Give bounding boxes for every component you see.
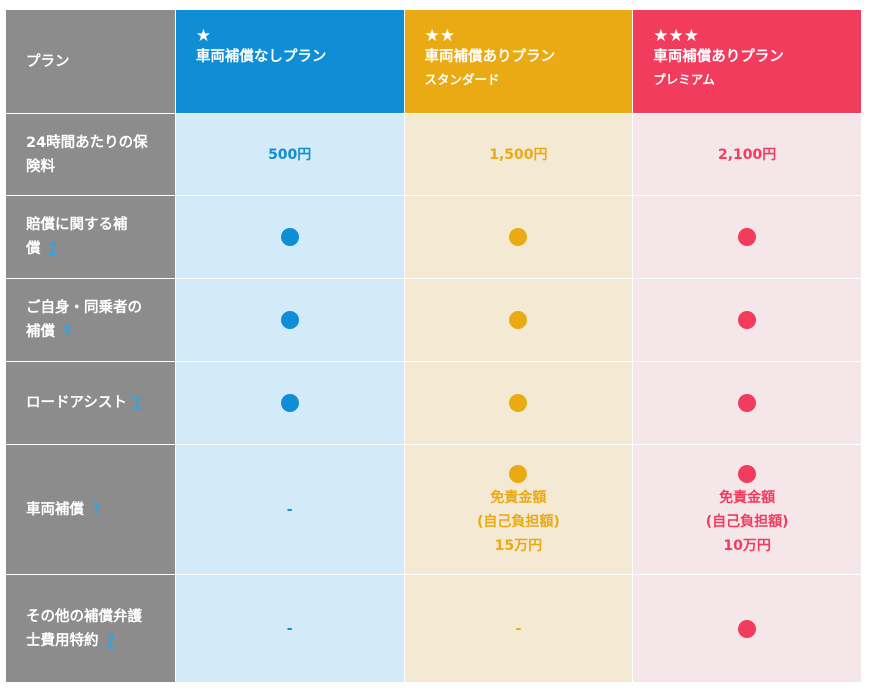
plan-header-premium: ★★★ 車両補償ありプラン プレミアム [633, 10, 862, 114]
help-link[interactable]: ? [106, 632, 115, 649]
liability-row: 賠償に関する補償? [6, 196, 862, 279]
road-assist-row-label: ロードアシスト? [6, 362, 176, 445]
price-row-label: 24時間あたりの保険料 [6, 114, 176, 196]
plan-header-standard: ★★ 車両補償ありプラン スタンダード [404, 10, 634, 114]
row-label-text: その他の補償弁護士費用特約 [26, 608, 142, 649]
included-icon [738, 228, 757, 246]
plan-subtitle: スタンダード [424, 72, 500, 87]
help-link[interactable]: ? [129, 394, 145, 412]
vehicle-standard: 免責金額 (自己負担額) 15万円 [404, 445, 634, 575]
liability-row-label: 賠償に関する補償? [6, 196, 176, 279]
self-row-label: ご自身・同乗者の補償? [6, 279, 176, 362]
liability-premium [633, 196, 862, 279]
deductible-subtitle: (自己負担額) [476, 513, 560, 530]
road-assist-basic [175, 362, 405, 445]
deductible-amount: 10万円 [723, 537, 771, 554]
plan-stars: ★ [195, 26, 212, 46]
included-icon [509, 464, 528, 483]
included-icon [280, 228, 299, 246]
vehicle-row-label: 車両補償? [6, 445, 176, 575]
price-row: 24時間あたりの保険料 500円 1,500円 2,100円 [6, 114, 862, 196]
price-premium: 2,100円 [633, 114, 862, 196]
deductible-subtitle: (自己負担額) [705, 513, 789, 530]
plan-name: 車両補償ありプラン [424, 49, 556, 65]
liability-standard [404, 196, 634, 279]
header-label: プラン [6, 10, 176, 114]
plan-subtitle: プレミアム [653, 72, 715, 87]
road-assist-standard [404, 362, 634, 445]
included-icon [509, 311, 528, 329]
included-icon [738, 311, 757, 329]
row-label-text: 車両補償 [26, 501, 84, 518]
vehicle-premium: 免責金額 (自己負担額) 10万円 [633, 445, 862, 575]
plan-name: 車両補償ありプラン [653, 49, 784, 65]
included-icon [509, 394, 528, 412]
deductible-title: 免責金額 [490, 489, 547, 506]
other-basic: - [175, 575, 405, 683]
row-label-text: ロードアシスト [26, 395, 127, 411]
plan-stars: ★★ [424, 26, 456, 46]
price-standard: 1,500円 [404, 114, 634, 196]
row-label-text: ご自身・同乗者の補償 [26, 300, 142, 340]
self-basic [175, 279, 405, 362]
help-link[interactable]: ? [48, 241, 57, 257]
vehicle-basic: - [175, 445, 405, 575]
other-standard: - [404, 575, 634, 683]
header-row: プラン ★ 車両補償なしプラン ★★ 車両補償ありプラン スタンダード ★★★ … [6, 10, 862, 114]
self-row: ご自身・同乗者の補償? [6, 279, 862, 362]
help-link[interactable]: ? [63, 324, 72, 340]
included-icon [280, 311, 299, 329]
help-link[interactable]: ? [92, 501, 101, 518]
liability-basic [175, 196, 405, 279]
included-icon [738, 394, 757, 412]
included-icon [509, 228, 528, 246]
other-premium [633, 575, 862, 683]
self-premium [633, 279, 862, 362]
vehicle-row: 車両補償? - 免責金額 (自己負担額) 15万円 免責金額 (自己負担額) 1… [6, 445, 862, 575]
included-icon [738, 619, 757, 638]
self-standard [404, 279, 634, 362]
plan-name: 車両補償なしプラン [195, 49, 327, 65]
other-coverage-row: その他の補償弁護士費用特約? - - [6, 575, 862, 683]
deductible-title: 免責金額 [719, 489, 776, 506]
price-basic: 500円 [175, 114, 405, 196]
other-coverage-row-label: その他の補償弁護士費用特約? [6, 575, 176, 683]
road-assist-premium [633, 362, 862, 445]
plan-stars: ★★★ [653, 26, 699, 46]
row-label-text: 賠償に関する補償 [26, 217, 128, 257]
plan-header-basic: ★ 車両補償なしプラン [175, 10, 405, 114]
included-icon [738, 464, 757, 483]
deductible-amount: 15万円 [494, 537, 543, 554]
plan-comparison-table: プラン ★ 車両補償なしプラン ★★ 車両補償ありプラン スタンダード ★★★ … [6, 10, 862, 683]
included-icon [280, 394, 299, 412]
road-assist-row: ロードアシスト? [6, 362, 862, 445]
